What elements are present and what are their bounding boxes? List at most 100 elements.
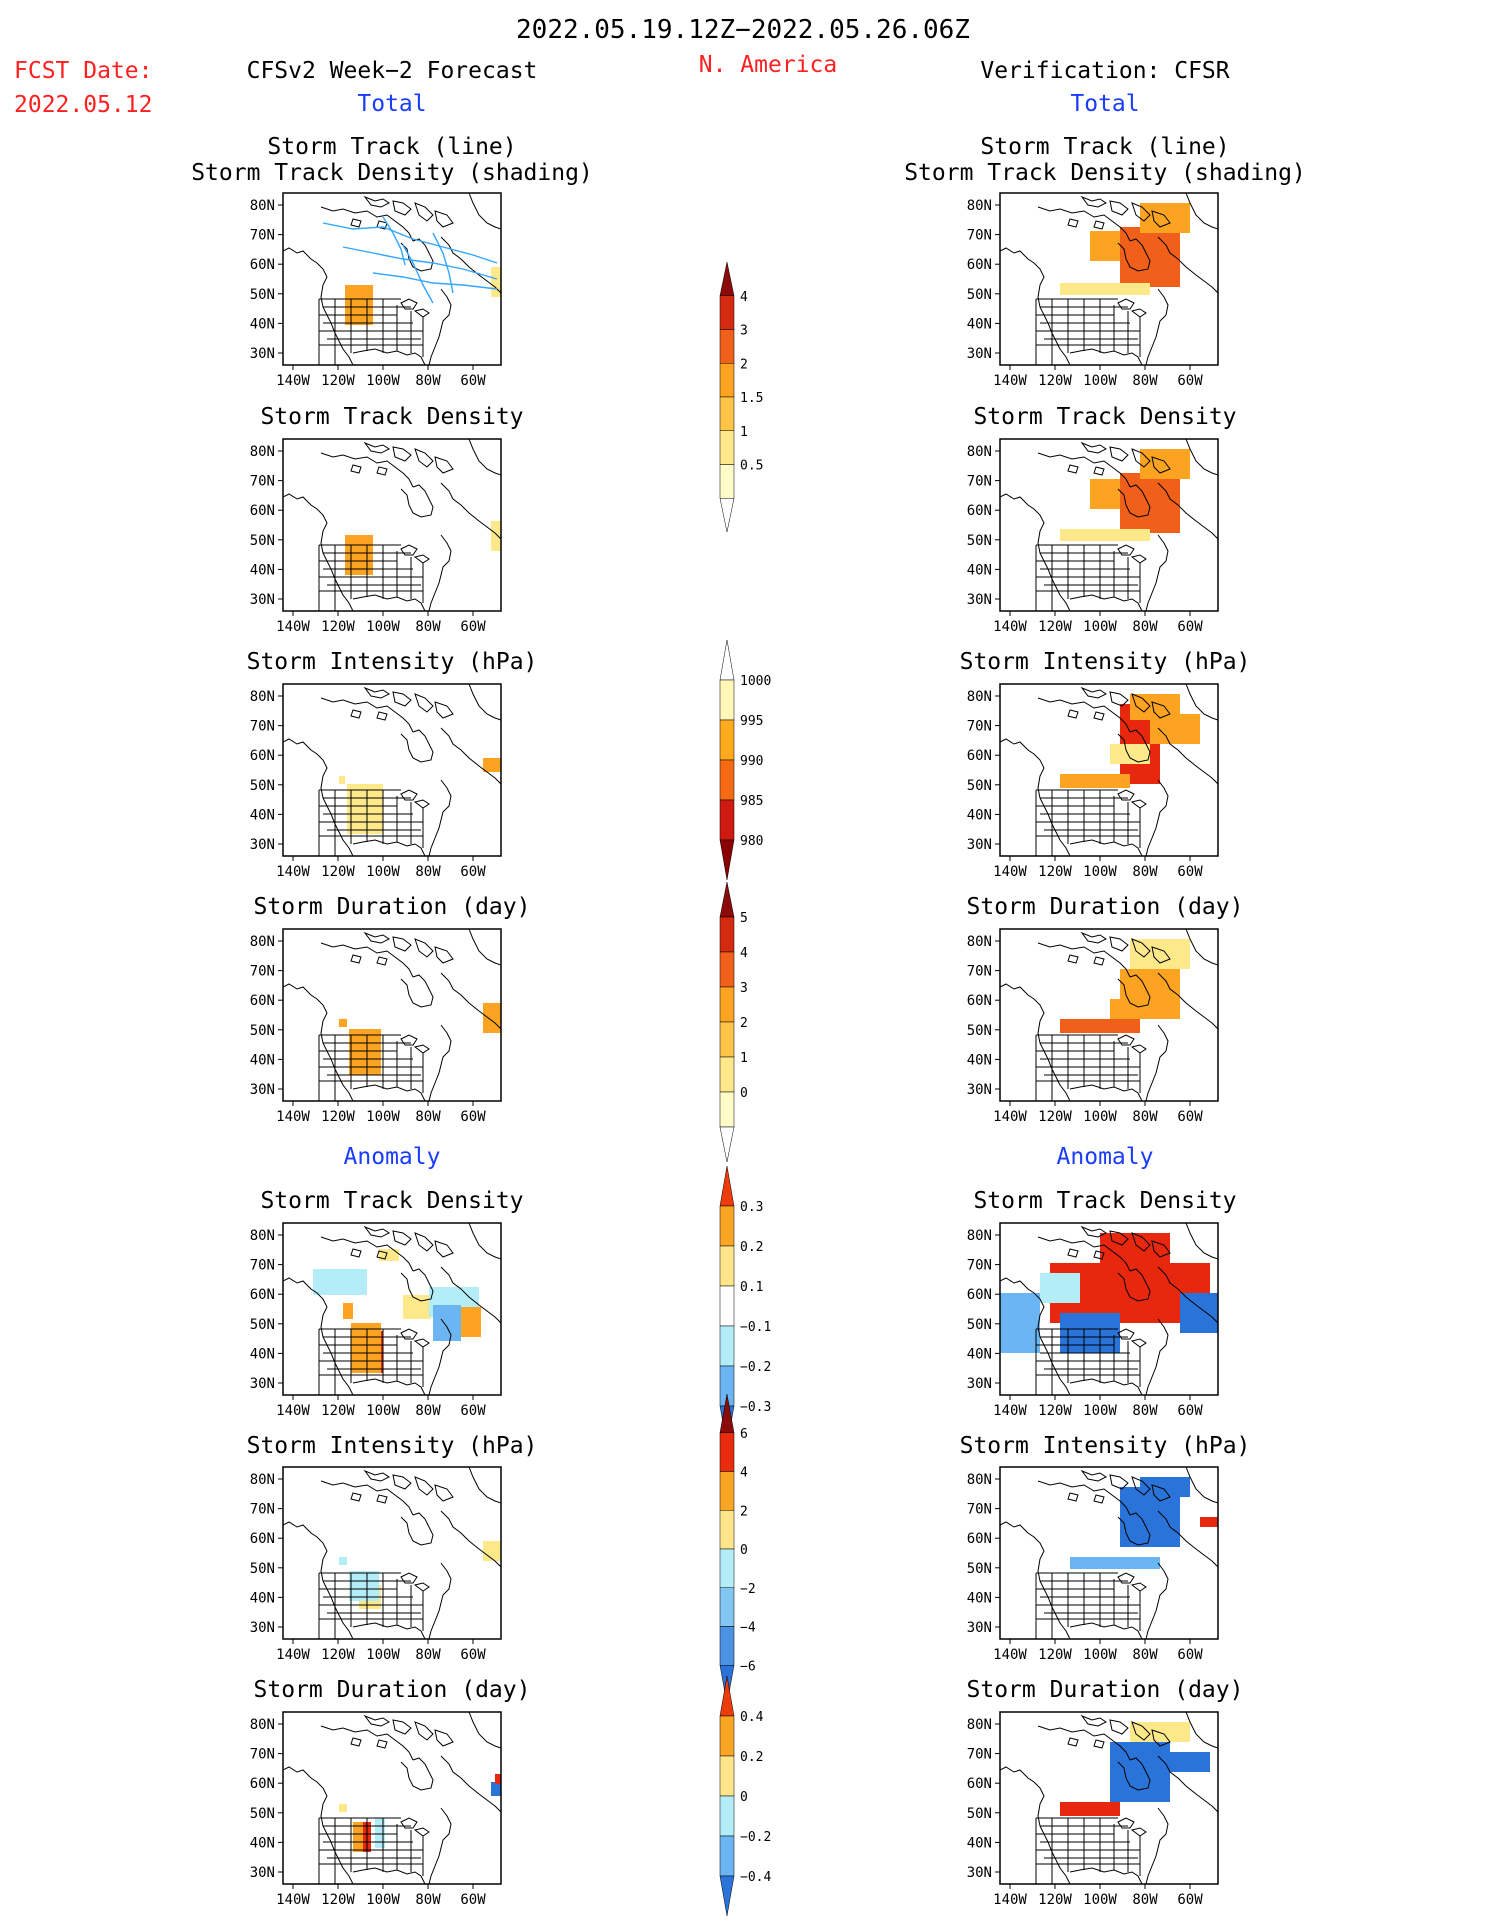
colorbar-label: 980 <box>740 834 763 849</box>
colorbar-label: 4 <box>740 290 748 305</box>
shading-patch <box>1100 1233 1170 1273</box>
lat-tick-label: 30N <box>967 837 992 853</box>
colorbar-segment <box>719 295 735 330</box>
map-frame <box>999 683 1219 857</box>
lat-tick-label: 60N <box>250 748 275 764</box>
lat-tick-label: 60N <box>967 1776 992 1792</box>
lon-tick-label: 60W <box>1177 619 1203 635</box>
lon-tick-label: 80W <box>1132 1109 1158 1125</box>
lat-tick-label: 30N <box>967 346 992 362</box>
shading-patch <box>1110 744 1150 764</box>
north-america-coastline <box>283 1467 501 1639</box>
lat-tick-label: 40N <box>250 1346 275 1362</box>
shading-patch <box>339 1557 347 1565</box>
lon-tick-label: 60W <box>1177 864 1203 880</box>
colorbar-segment <box>719 759 735 801</box>
shading-patch <box>491 267 501 297</box>
map-frame <box>282 683 502 857</box>
lat-tick-label: 70N <box>250 1258 275 1274</box>
lon-tick-label: 80W <box>415 619 441 635</box>
left-panel1-title2: Storm Track Density (shading) <box>191 160 593 186</box>
colorbar-segment <box>719 1835 735 1877</box>
shading-patch <box>1200 1517 1218 1527</box>
lon-tick-label: 80W <box>1132 1892 1158 1908</box>
lon-tick-label: 140W <box>993 619 1027 635</box>
colorbar-segment <box>719 1548 735 1588</box>
colorbar-label: −2 <box>740 1582 756 1597</box>
lat-tick-label: 70N <box>967 228 992 244</box>
lon-tick-label: 80W <box>415 864 441 880</box>
lon-tick-label: 60W <box>1177 1647 1203 1663</box>
lat-tick-label: 80N <box>967 1228 992 1244</box>
lon-tick-label: 80W <box>415 1647 441 1663</box>
shading-patch <box>483 758 501 772</box>
colorbar-segment <box>719 679 735 721</box>
lon-tick-label: 140W <box>276 1892 310 1908</box>
north-america-coastline <box>283 684 501 856</box>
storm-track-line <box>322 222 498 264</box>
shading-patch <box>1060 529 1150 541</box>
shading-patch <box>1060 283 1150 295</box>
lat-tick-label: 50N <box>250 1023 275 1039</box>
lat-tick-label: 50N <box>250 287 275 303</box>
lon-tick-label: 120W <box>321 1892 355 1908</box>
colorbar-tip <box>719 498 735 533</box>
shading-patch <box>349 1029 381 1075</box>
right-panel6-title: Storm Intensity (hPa) <box>960 1433 1251 1459</box>
colorbar-tip <box>719 1875 735 1917</box>
lon-tick-label: 140W <box>993 864 1027 880</box>
right-panel2-title: Storm Track Density <box>973 404 1236 430</box>
colorbar-segment <box>719 396 735 431</box>
shading-patch <box>495 1774 501 1784</box>
lon-tick-label: 100W <box>366 1403 400 1419</box>
date-range-title: 2022.05.19.12Z−2022.05.26.06Z <box>516 15 970 45</box>
lon-tick-label: 80W <box>1132 1647 1158 1663</box>
lon-tick-label: 100W <box>1083 864 1117 880</box>
lat-tick-label: 80N <box>967 1717 992 1733</box>
lat-tick-label: 80N <box>250 444 275 460</box>
colorbar-label: 1000 <box>740 674 771 689</box>
colorbar-duration: 5 4 3 2 1 0 <box>719 881 748 1163</box>
lon-tick-label: 120W <box>1038 1403 1072 1419</box>
lat-tick-label: 50N <box>967 1561 992 1577</box>
right-panel4-title: Storm Duration (day) <box>967 894 1244 920</box>
shading-patch <box>1090 479 1120 509</box>
lon-tick-label: 80W <box>1132 373 1158 389</box>
colorbar-tip <box>719 839 735 881</box>
colorbar-segment <box>719 1325 735 1367</box>
shading-patch <box>379 1249 399 1261</box>
map-frame <box>282 928 502 1102</box>
lat-tick-label: 80N <box>250 1472 275 1488</box>
shading-patch <box>1130 939 1190 969</box>
region-title: N. America <box>699 52 837 78</box>
colorbar-segment <box>719 719 735 761</box>
lat-tick-label: 30N <box>967 1082 992 1098</box>
lon-tick-label: 100W <box>1083 1109 1117 1125</box>
storm-track-line <box>382 216 406 266</box>
lon-tick-label: 100W <box>1083 373 1117 389</box>
lat-tick-label: 80N <box>967 934 992 950</box>
lat-tick-label: 50N <box>967 1806 992 1822</box>
colorbar-label: 0.2 <box>740 1240 763 1255</box>
left-panel5-title: Storm Track Density <box>260 1188 523 1214</box>
lat-tick-label: 40N <box>250 1052 275 1068</box>
map-frame <box>282 1466 502 1640</box>
colorbar-intensity-anom: 6 4 2 0 −2 −4 −6 <box>719 1393 756 1705</box>
map-frame <box>999 438 1219 612</box>
colorbar-label: 0 <box>740 1086 748 1101</box>
colorbar-label: −6 <box>740 1659 756 1674</box>
colorbar-segment <box>719 1056 735 1093</box>
lon-tick-label: 120W <box>321 1403 355 1419</box>
colorbar-tip <box>719 1675 735 1717</box>
shading-patch <box>339 1804 347 1812</box>
lat-tick-label: 50N <box>967 533 992 549</box>
shading-patch <box>1060 1019 1140 1033</box>
colorbar-segment <box>719 430 735 465</box>
lon-tick-label: 140W <box>276 1109 310 1125</box>
lat-tick-label: 30N <box>250 592 275 608</box>
lat-tick-label: 80N <box>250 1228 275 1244</box>
